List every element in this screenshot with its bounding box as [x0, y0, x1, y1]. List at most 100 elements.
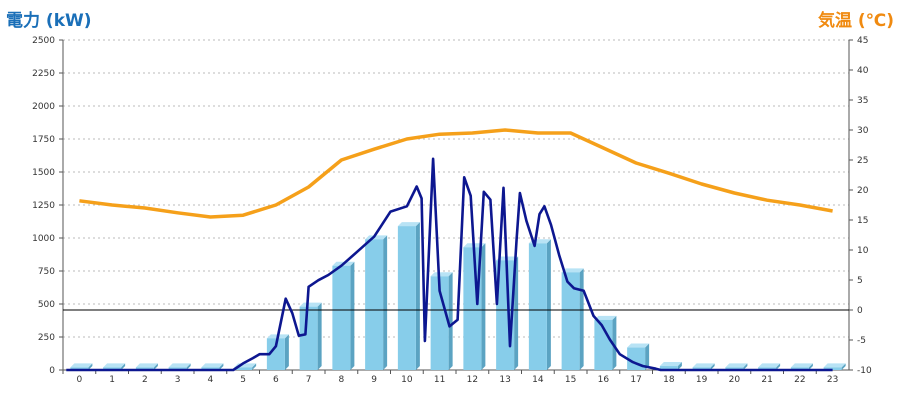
bar	[70, 367, 89, 370]
bar	[201, 367, 220, 370]
x-tick-label: 19	[696, 375, 708, 385]
bar	[430, 276, 449, 370]
bar	[234, 367, 253, 370]
left-tick-label: 500	[38, 300, 55, 310]
bar	[397, 226, 416, 370]
bar-side	[153, 363, 158, 370]
x-tick-label: 13	[499, 375, 510, 385]
bar-side	[448, 272, 453, 370]
x-tick-label: 0	[77, 375, 83, 385]
left-tick-label: 2500	[32, 36, 55, 46]
right-tick-label: 10	[857, 246, 869, 256]
bar	[365, 239, 384, 370]
bar-top	[430, 272, 453, 277]
left-axis-title: 電力 (kW)	[6, 11, 92, 31]
left-tick-label: 2000	[32, 102, 55, 112]
bar-top	[103, 363, 126, 368]
x-tick-label: 3	[175, 375, 181, 385]
right-tick-label: 25	[857, 156, 868, 166]
x-tick-label: 4	[208, 375, 214, 385]
bar-side	[383, 235, 388, 370]
bar	[758, 367, 777, 370]
x-tick-label: 14	[532, 375, 544, 385]
left-tick-label: 250	[38, 333, 55, 343]
bar-top	[659, 362, 682, 367]
bar-side	[579, 268, 584, 370]
right-axis-title: 気温 (℃)	[817, 11, 894, 31]
bar-side	[284, 334, 289, 370]
bar-side	[121, 363, 126, 370]
bar-side	[612, 315, 617, 370]
bar	[659, 366, 678, 370]
x-tick-label: 7	[306, 375, 312, 385]
bar	[692, 367, 711, 370]
bar-top	[627, 343, 650, 348]
bar-top	[201, 363, 224, 368]
left-tick-label: 0	[49, 366, 55, 376]
bar-side	[776, 363, 781, 370]
bar-side	[317, 302, 322, 370]
bar-side	[743, 363, 748, 370]
bar-side	[186, 363, 191, 370]
bar-side	[514, 256, 519, 370]
bar-top	[299, 302, 322, 307]
bar-top	[70, 363, 93, 368]
bar-side	[88, 363, 93, 370]
bar	[823, 367, 842, 370]
bar-side	[808, 363, 813, 370]
right-tick-label: 15	[857, 216, 868, 226]
bar-top	[823, 363, 846, 368]
bar	[790, 367, 809, 370]
bar	[266, 338, 285, 370]
bar-side	[415, 222, 420, 370]
left-tick-label: 1500	[32, 168, 55, 178]
bar-side	[841, 363, 846, 370]
x-tick-label: 23	[827, 375, 838, 385]
bar-side	[219, 363, 224, 370]
x-tick-label: 20	[729, 375, 741, 385]
x-tick-label: 2	[142, 375, 148, 385]
bar-top	[594, 315, 617, 320]
left-tick-label: 1000	[32, 234, 55, 244]
bar-top	[790, 363, 813, 368]
x-tick-label: 15	[565, 375, 576, 385]
bar	[725, 367, 744, 370]
left-tick-label: 1250	[32, 201, 55, 211]
bar-top	[168, 363, 191, 368]
right-tick-label: 40	[857, 66, 869, 76]
x-tick-label: 21	[761, 375, 772, 385]
bar-side	[645, 343, 650, 370]
bar-top	[758, 363, 781, 368]
left-tick-label: 1750	[32, 135, 55, 145]
x-tick-label: 5	[240, 375, 246, 385]
bar	[299, 306, 318, 370]
bar-top	[725, 363, 748, 368]
bar	[168, 367, 187, 370]
x-tick-label: 9	[371, 375, 377, 385]
right-tick-label: 5	[857, 276, 863, 286]
right-tick-label: -10	[857, 366, 872, 376]
bar-side	[710, 363, 715, 370]
x-tick-label: 10	[401, 375, 413, 385]
bar	[135, 367, 154, 370]
power-line	[66, 157, 833, 372]
x-tick-label: 16	[598, 375, 610, 385]
x-tick-label: 1	[109, 375, 115, 385]
right-tick-label: 30	[857, 126, 869, 136]
bar	[332, 265, 351, 370]
x-tick-label: 6	[273, 375, 279, 385]
x-tick-label: 12	[467, 375, 478, 385]
bar-top	[397, 222, 420, 227]
bar-top	[135, 363, 158, 368]
bar-side	[252, 363, 257, 370]
right-tick-label: 45	[857, 36, 868, 46]
right-tick-label: 35	[857, 96, 868, 106]
bar-side	[677, 362, 682, 370]
bar-side	[350, 261, 355, 370]
bar-side	[481, 243, 486, 370]
bar	[561, 272, 580, 370]
bar-top	[692, 363, 715, 368]
bar	[103, 367, 122, 370]
temperature-line	[79, 128, 833, 219]
